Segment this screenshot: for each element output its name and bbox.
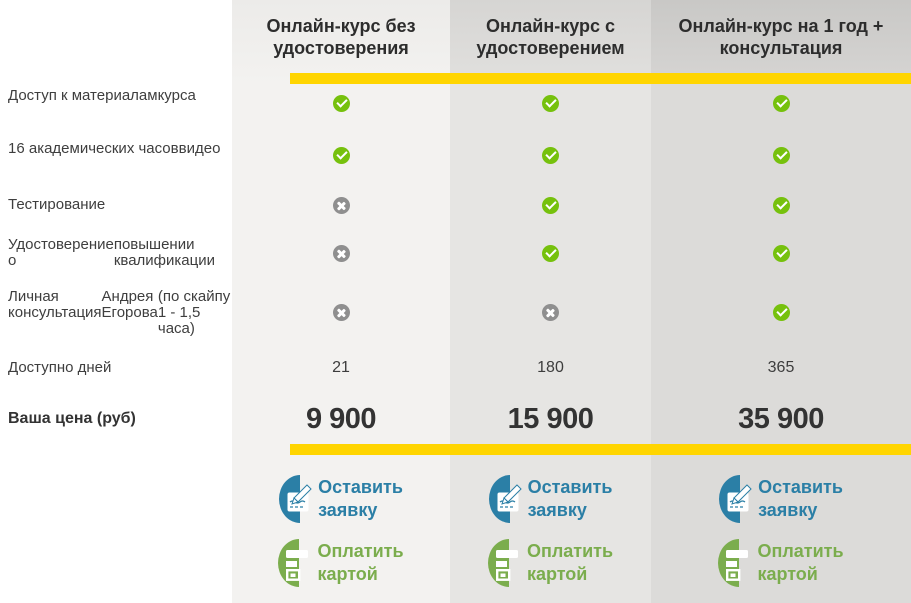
pay-card-icon (487, 539, 522, 587)
plan-title-no-certificate: Онлайн-курс без удостоверения (266, 16, 416, 58)
pay-by-card-label: Оплатить картой (757, 541, 844, 584)
feature-label: 16 академических часов видео (8, 140, 221, 157)
header-underline-bar (290, 73, 911, 84)
days-value: 365 (767, 359, 795, 376)
plan-title-with-certificate: Онлайн-курс с удостоверением (476, 16, 625, 58)
plan-column-2-background (450, 0, 651, 603)
pay-by-card-button-plan1[interactable]: Оплатить картой (278, 539, 404, 587)
check-icon (542, 197, 559, 214)
check-icon (542, 245, 559, 262)
pay-by-card-label: Оплатить картой (317, 541, 404, 584)
feature-label: Доступ к материалам курса (8, 87, 196, 104)
check-icon (772, 245, 790, 262)
check-icon (772, 147, 790, 164)
pay-card-icon (278, 539, 312, 587)
plan-column-1-header-background (232, 0, 450, 84)
pay-by-card-label: Оплатить картой (526, 541, 614, 584)
cross-icon (332, 304, 350, 321)
price-value: 15 900 (507, 402, 594, 435)
plan-title-one-year-consultation: Онлайн-курс на 1 год + консультация (678, 16, 884, 58)
leave-request-label: Оставить заявку (318, 477, 403, 520)
pay-buttons-row: Оплатить картой Оплатить картой (0, 535, 911, 591)
feature-row-qualification-certificate: Удостоверение о повышении квалификации (0, 237, 911, 269)
feature-row-course-materials: Доступ к материалам курса (0, 88, 911, 112)
check-icon (332, 147, 350, 164)
leave-request-label: Оставить заявку (758, 477, 843, 520)
price-label: Ваша цена (руб) (8, 410, 136, 427)
pay-by-card-button-plan3[interactable]: Оплатить картой (718, 539, 844, 587)
request-buttons-row: Оставить заявку Оставить заявку (0, 471, 911, 527)
check-icon (772, 304, 790, 321)
pencil-form-icon (719, 475, 753, 523)
check-icon (772, 95, 790, 112)
leave-request-button-plan3[interactable]: Оставить заявку (719, 475, 843, 523)
days-label: Доступно дней (8, 359, 112, 376)
price-row: Ваша цена (руб) 9 900 15 900 35 900 (0, 396, 911, 442)
days-available-row: Доступно дней 21 180 365 (0, 352, 911, 384)
plan-column-2-header-background (450, 0, 651, 84)
leave-request-button-plan1[interactable]: Оставить заявку (279, 475, 403, 523)
cross-icon (542, 304, 559, 321)
check-icon (772, 197, 790, 214)
feature-row-video-hours: 16 академических часов видео (0, 141, 911, 164)
pencil-form-icon (279, 475, 313, 523)
days-value: 21 (332, 359, 350, 376)
feature-label: Удостоверение о повышении квалификации (8, 236, 215, 269)
check-icon (542, 95, 559, 112)
pay-by-card-button-plan2[interactable]: Оплатить картой (487, 539, 614, 587)
leave-request-label: Оставить заявку (527, 477, 613, 520)
plan-column-3-header-background (651, 0, 911, 84)
feature-row-personal-consultation: Личная консультация Андрея Егорова (по ска… (0, 289, 911, 337)
days-value: 180 (537, 359, 564, 376)
price-underline-bar (290, 444, 911, 455)
pay-card-icon (718, 539, 752, 587)
feature-label: Личная консультация Андрея Егорова (по ска… (8, 288, 231, 337)
price-value: 35 900 (738, 402, 824, 435)
cross-icon (332, 245, 350, 262)
feature-label: Тестирование (8, 196, 106, 213)
price-value: 9 900 (305, 402, 377, 435)
leave-request-button-plan2[interactable]: Оставить заявку (488, 475, 613, 523)
check-icon (332, 95, 350, 112)
check-icon (542, 147, 559, 164)
cross-icon (332, 197, 350, 214)
feature-row-testing: Тестирование (0, 197, 911, 214)
pencil-form-icon (488, 475, 523, 523)
